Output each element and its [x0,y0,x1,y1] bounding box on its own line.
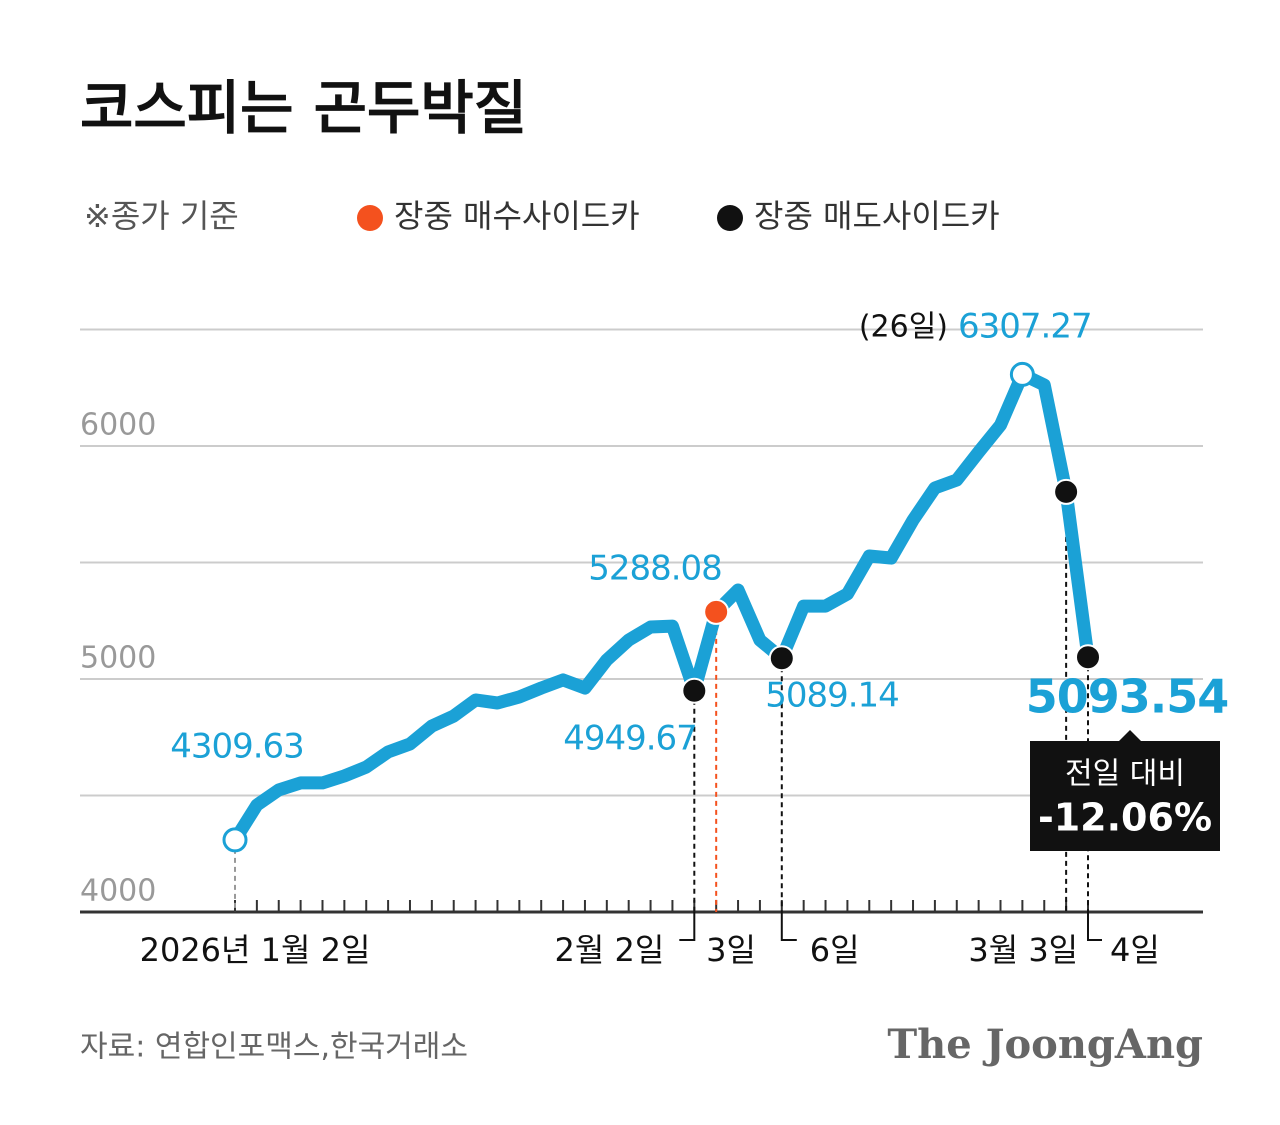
value-label: 4309.63 [170,727,304,767]
chart-title: 코스피는 곤두박질 [80,74,527,142]
highlight-point [222,827,248,853]
label-bracket [1087,912,1102,941]
y-tick-label: 4000 [80,874,156,909]
highlight-point [1009,361,1035,387]
sidecar-point [768,645,795,672]
value-label: 5288.08 [588,549,722,589]
change-value: -12.06% [1038,796,1212,840]
x-tick-label: 3일 [706,931,756,969]
value-label: 5093.54 [1026,670,1229,724]
brand: The JoongAng [887,1021,1203,1068]
value-label: 6307.27 [958,307,1092,347]
value-label: 4949.67 [563,719,697,759]
legend-marker [357,205,383,231]
label-bracket [679,912,696,941]
sidecar-point [1075,644,1101,671]
source: 자료: 연합인포맥스,한국거래소 [80,1030,468,1065]
x-tick-label: 3월 3일 [968,931,1078,969]
x-tick-label: 2월 2일 [555,931,665,969]
note: ※종가 기준 [84,197,239,235]
label-bracket [780,912,797,941]
value-label: 5089.14 [765,676,899,716]
change-label: 전일 대비 [1065,757,1185,792]
series-line [228,367,1095,847]
callout-box [1030,741,1220,851]
sidecar-point [703,598,730,625]
x-tick-label: 4일 [1110,931,1160,969]
x-tick-label: 6일 [810,931,860,969]
peak-annotation: (26일) [859,310,948,345]
legend-label: 장중 매도사이드카 [754,197,1000,235]
x-tick-label: 2026년 1월 2일 [140,931,371,969]
callout-pointer [1118,730,1142,742]
y-tick-label: 6000 [80,408,156,443]
sidecar-point [681,677,708,704]
y-tick-label: 5000 [80,641,156,676]
legend-label: 장중 매수사이드카 [394,197,640,235]
sidecar-point [1053,478,1080,505]
legend-marker [717,205,743,231]
callout: 전일 대비 -12.06% [1030,730,1220,851]
